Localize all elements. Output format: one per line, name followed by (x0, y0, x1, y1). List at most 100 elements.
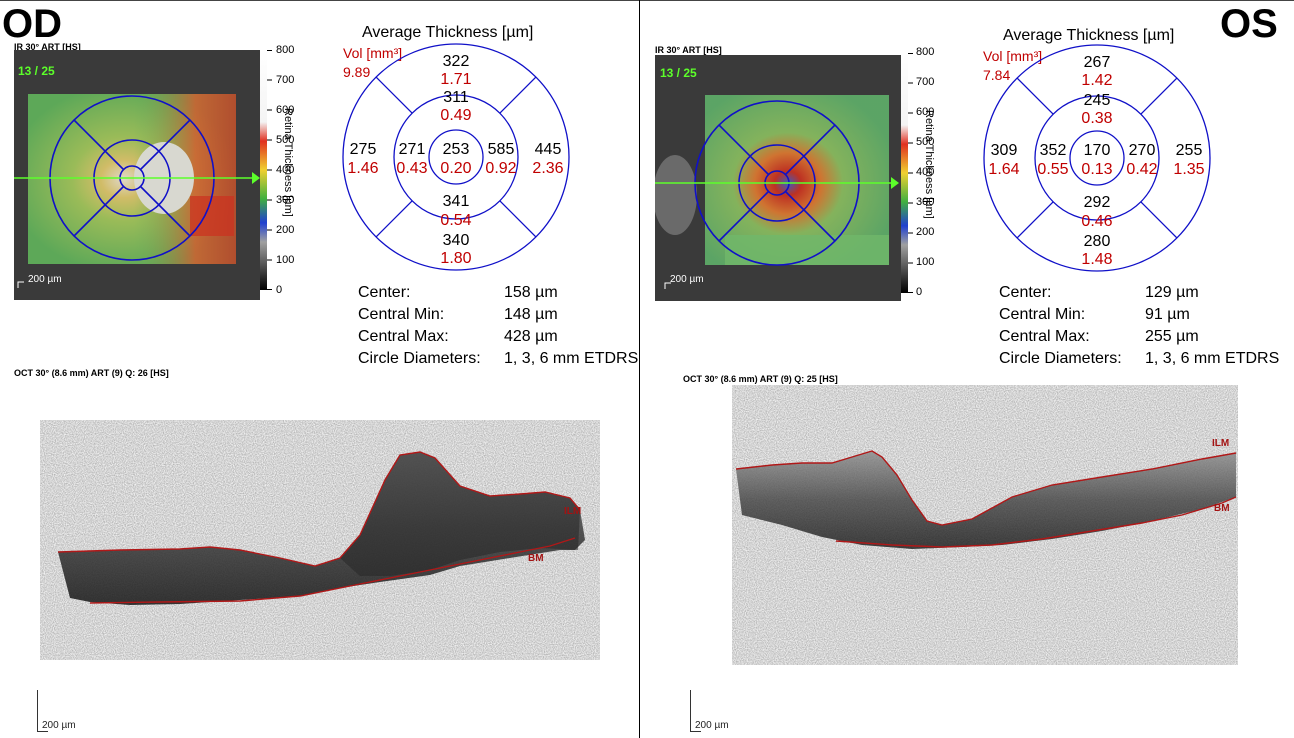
etdrs-grid-od: 322 1.71 311 0.49 275 1.46 271 0.43 253 … (341, 42, 571, 277)
sector-volume: 1.46 (347, 160, 378, 177)
colorbar-tick: 800 (916, 46, 935, 58)
oct-bscan-od (40, 400, 600, 675)
sector-volume: 0.42 (1126, 161, 1157, 178)
sector-volume: 0.13 (1081, 161, 1112, 178)
etdrs-grid-os: 267 1.42 245 0.38 309 1.64 352 0.55 170 … (982, 43, 1212, 278)
sector-thickness: 292 (1084, 194, 1111, 211)
sector-thickness: 280 (1084, 233, 1111, 250)
sector-thickness: 255 (1176, 142, 1203, 159)
oct-header-od: OCT 30° (8.6 mm) ART (9) Q: 26 [HS] (14, 368, 169, 378)
sector-volume: 1.64 (988, 161, 1019, 178)
colorbar-tick: 300 (276, 194, 295, 206)
oct-scalebar-os (690, 690, 701, 732)
sector-volume: 0.92 (485, 160, 516, 177)
sector-thickness: 245 (1084, 92, 1111, 109)
vol-label-os: Vol [mm³] (983, 48, 1043, 64)
stat-row: Circle Diameters: 1, 3, 6 mm ETDRS (999, 350, 1280, 367)
fundus-scale-os: 200 µm (670, 274, 704, 285)
fundus-image-od (14, 50, 260, 305)
colorbar-tick: 0 (916, 286, 923, 298)
sector-thickness: 352 (1040, 142, 1067, 159)
colorbar-tick: 400 (916, 166, 935, 178)
ir-header-os: IR 30° ART [HS] (655, 45, 722, 55)
sector-volume: 0.43 (396, 160, 427, 177)
colorbar-tick: 500 (276, 134, 295, 146)
sector-thickness: 253 (443, 141, 470, 158)
stat-row: Circle Diameters: 1, 3, 6 mm ETDRS (358, 350, 639, 367)
sector-volume: 0.20 (440, 160, 471, 177)
colorbar-tick: 600 (916, 106, 935, 118)
sector-thickness: 341 (443, 193, 470, 210)
colorbar-title-od: Retina Thickness [µm] (282, 108, 294, 217)
vol-label-od: Vol [mm³] (343, 45, 403, 61)
sector-thickness: 271 (399, 141, 426, 158)
colorbar-title-os: Retina Thickness [µm] (923, 110, 935, 219)
stat-row: Central Min: 91 µm (999, 306, 1190, 323)
sector-thickness: 270 (1129, 142, 1156, 159)
sector-volume: 1.48 (1081, 251, 1112, 268)
oct-header-os: OCT 30° (8.6 mm) ART (9) Q: 25 [HS] (683, 374, 838, 384)
fundus-scale-od: 200 µm (28, 274, 62, 285)
center-divider (639, 0, 640, 738)
sector-thickness: 585 (488, 141, 515, 158)
stat-row: Center: 158 µm (358, 284, 558, 301)
colorbar-tick: 500 (916, 136, 935, 148)
oct-scale-label-os: 200 µm (695, 720, 729, 731)
oct-bscan-os (732, 385, 1242, 680)
sector-volume: 0.54 (440, 212, 471, 229)
stats-os: Center: 129 µm Central Min: 91 µm Central … (999, 282, 1279, 370)
oct-scalebar-od (37, 690, 48, 732)
ir-header-od: IR 30° ART [HS] (14, 42, 81, 52)
sector-thickness: 322 (443, 53, 470, 70)
stat-row: Central Max: 255 µm (999, 328, 1199, 345)
sector-volume: 1.35 (1173, 161, 1204, 178)
colorbar-os (901, 53, 921, 300)
sector-volume: 0.46 (1081, 213, 1112, 230)
eye-label-od: OD (2, 2, 62, 46)
ilm-label-od: ILM (564, 506, 582, 517)
frame-counter-od: 13 / 25 (18, 64, 55, 78)
bm-label-os: BM (1214, 503, 1230, 514)
eye-label-os: OS (1220, 2, 1278, 46)
sector-volume: 0.38 (1081, 110, 1112, 127)
colorbar-tick: 100 (276, 254, 295, 266)
sector-thickness: 275 (350, 141, 377, 158)
colorbar-tick: 200 (276, 224, 295, 236)
total-volume-od: 9.89 (343, 64, 371, 80)
sector-thickness: 445 (535, 141, 562, 158)
bm-label-od: BM (528, 553, 544, 564)
sector-volume: 1.71 (440, 71, 471, 88)
fundus-image-os (653, 53, 901, 308)
grid-title-od: Average Thickness [µm] (362, 24, 534, 41)
grid-title-os: Average Thickness [µm] (1003, 27, 1175, 44)
sector-thickness: 267 (1084, 54, 1111, 71)
stat-row: Central Max: 428 µm (358, 328, 558, 345)
sector-thickness: 309 (991, 142, 1018, 159)
sector-volume: 0.55 (1037, 161, 1068, 178)
colorbar-tick: 700 (916, 76, 935, 88)
colorbar-tick: 600 (276, 104, 295, 116)
ilm-label-os: ILM (1212, 438, 1230, 449)
colorbar-tick: 0 (276, 284, 283, 296)
sector-volume: 1.42 (1081, 72, 1112, 89)
sector-thickness: 311 (443, 89, 469, 106)
stat-row: Central Min: 148 µm (358, 306, 558, 323)
frame-counter-os: 13 / 25 (660, 66, 697, 80)
sector-volume: 1.80 (440, 250, 471, 267)
colorbar-tick: 700 (276, 74, 295, 86)
colorbar-od (260, 50, 280, 297)
stats-od: Center: 158 µm Central Min: 148 µm Central… (358, 282, 638, 370)
colorbar-tick: 400 (276, 164, 295, 176)
colorbar-tick: 300 (916, 196, 935, 208)
top-border (0, 0, 1294, 1)
colorbar-tick: 800 (276, 44, 295, 56)
sector-volume: 2.36 (532, 160, 563, 177)
oct-scale-label-od: 200 µm (42, 720, 76, 731)
stat-row: Center: 129 µm (999, 284, 1199, 301)
colorbar-tick: 100 (916, 256, 935, 268)
total-volume-os: 7.84 (983, 67, 1011, 83)
sector-thickness: 170 (1084, 142, 1111, 159)
sector-volume: 0.49 (440, 107, 471, 124)
sector-thickness: 340 (443, 232, 470, 249)
colorbar-tick: 200 (916, 226, 935, 238)
